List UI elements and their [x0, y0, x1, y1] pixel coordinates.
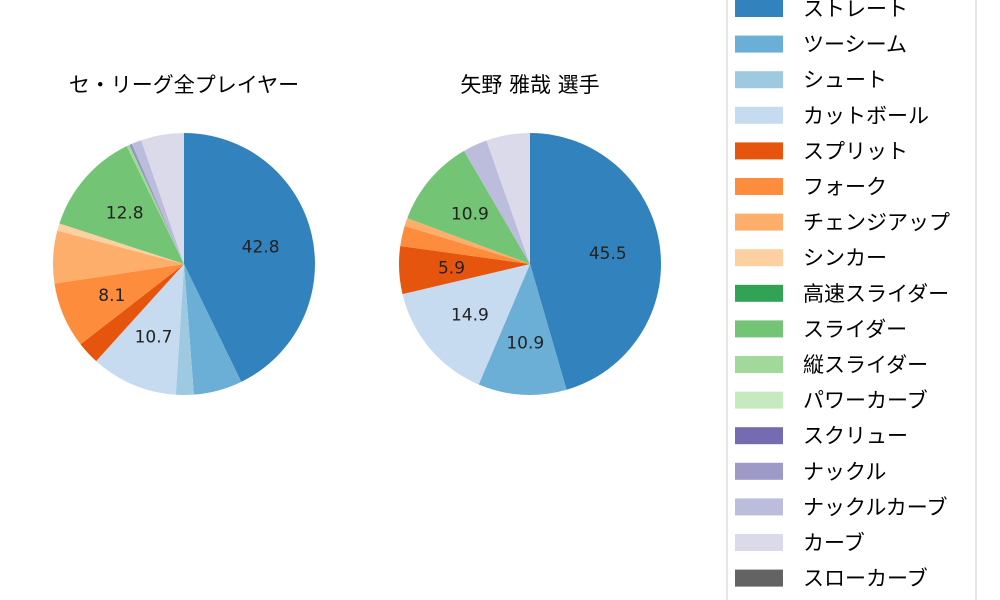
legend-swatch-5: [735, 178, 783, 195]
legend-label-6: チェンジアップ: [803, 211, 950, 235]
pie-chart-league: セ・リーグ全プレイヤー 42.8 10.7 8.1 12.8: [53, 73, 315, 396]
pie-slice-player-15: [486, 133, 530, 264]
pie-slices-league: 42.8 10.7 8.1 12.8: [53, 133, 315, 396]
pie-slice-league-15: [141, 133, 184, 264]
legend-label-0: ストレート: [803, 0, 908, 21]
pie-slice-league-2: [175, 264, 194, 396]
pie-label-league-0: 42.8: [242, 237, 280, 257]
legend-swatch-9: [735, 320, 783, 338]
legend-label-9: スライダー: [803, 317, 907, 341]
pie-slice-league-0: [184, 133, 315, 382]
pie-label-league-3: 10.7: [135, 327, 173, 347]
legend-label-11: パワーカーブ: [803, 389, 928, 413]
legend-label-7: シンカー: [803, 246, 887, 270]
pie-chart-player: 矢野 雅哉 選手 45.5 10.9 14.9 5.9 10.9: [398, 73, 662, 396]
pie-slice-player-9: [407, 150, 530, 264]
pie-label-player-9: 10.9: [451, 204, 489, 224]
pie-label-league-5: 8.1: [98, 286, 125, 306]
legend-label-5: フォーク: [803, 175, 887, 199]
pie-slice-league-5: [54, 264, 184, 345]
pie-slice-player-6: [404, 218, 530, 264]
legend-swatch-10: [735, 356, 783, 373]
legend-label-3: カットボール: [803, 104, 929, 128]
legend-swatch-16: [735, 569, 783, 587]
pie-slice-league-6: [53, 230, 184, 284]
pie-slices-player: 45.5 10.9 14.9 5.9 10.9: [398, 133, 662, 396]
pie-slice-league-4: [80, 264, 184, 362]
legend: ストレートツーシームシュートカットボールスプリットフォークチェンジアップシンカー…: [726, 0, 977, 600]
pie-label-player-4: 5.9: [438, 259, 465, 279]
legend-label-4: スプリット: [803, 139, 908, 163]
legend-label-16: スローカーブ: [803, 567, 928, 591]
pie-slice-player-4: [398, 245, 530, 295]
legend-label-13: ナックル: [803, 460, 886, 484]
legend-frame: [726, 0, 977, 600]
pie-slice-league-12: [129, 144, 184, 264]
legend-label-8: 高速スライダー: [803, 282, 949, 306]
legend-label-2: シュート: [803, 68, 887, 92]
pie-slice-league-10: [126, 144, 184, 264]
legend-label-14: ナックルカーブ: [803, 495, 947, 519]
pie-slice-player-0: [530, 133, 662, 390]
pie-label-player-1: 10.9: [506, 334, 544, 354]
pie-slice-league-7: [57, 223, 184, 264]
pie-slice-league-1: [184, 264, 242, 395]
legend-swatch-15: [735, 534, 783, 551]
legend-label-12: スクリュー: [803, 424, 908, 448]
pie-slice-player-1: [478, 264, 567, 396]
legend-label-10: 縦スライダー: [803, 353, 928, 377]
legend-swatch-2: [735, 71, 783, 89]
legend-swatch-0: [735, 0, 783, 17]
legend-swatch-6: [735, 213, 783, 231]
legend-swatch-14: [735, 498, 783, 516]
legend-label-1: ツーシーム: [803, 33, 907, 57]
chart-title-league: セ・リーグ全プレイヤー: [69, 73, 299, 97]
legend-swatch-8: [735, 284, 783, 302]
pie-slice-league-13: [130, 143, 184, 264]
pie-slice-player-3: [402, 264, 530, 385]
legend-swatch-11: [735, 391, 783, 409]
legend-swatch-12: [735, 427, 783, 445]
legend-swatch-3: [735, 106, 783, 124]
legend-swatch-13: [735, 462, 783, 480]
legend-swatch-7: [735, 249, 783, 267]
pie-label-player-3: 14.9: [451, 306, 489, 326]
pie-slice-league-9: [59, 146, 184, 264]
legend-swatch-1: [735, 35, 783, 53]
legend-items: ストレートツーシームシュートカットボールスプリットフォークチェンジアップシンカー…: [735, 0, 950, 591]
pie-slice-player-14: [464, 140, 530, 264]
pie-slice-player-5: [400, 225, 530, 264]
chart-title-player: 矢野 雅哉 選手: [460, 73, 599, 97]
pie-slice-league-3: [96, 264, 184, 395]
pie-label-league-9: 12.8: [106, 203, 144, 223]
pie-slice-league-14: [131, 140, 184, 264]
pie-label-player-0: 45.5: [589, 244, 627, 264]
legend-swatch-4: [735, 142, 783, 160]
legend-label-15: カーブ: [803, 531, 865, 555]
